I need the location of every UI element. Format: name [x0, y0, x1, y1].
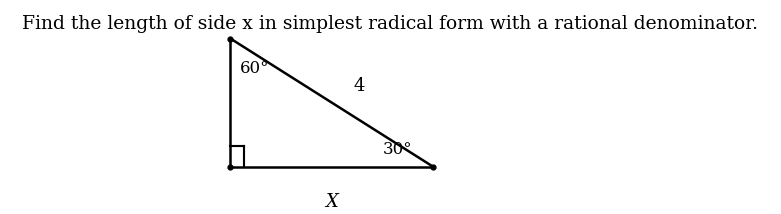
Text: X: X: [326, 193, 338, 211]
Text: 4: 4: [354, 77, 365, 95]
Text: 60°: 60°: [240, 60, 269, 77]
Text: 30°: 30°: [383, 141, 412, 158]
Text: Find the length of side x in simplest radical form with a rational denominator.: Find the length of side x in simplest ra…: [23, 15, 758, 33]
